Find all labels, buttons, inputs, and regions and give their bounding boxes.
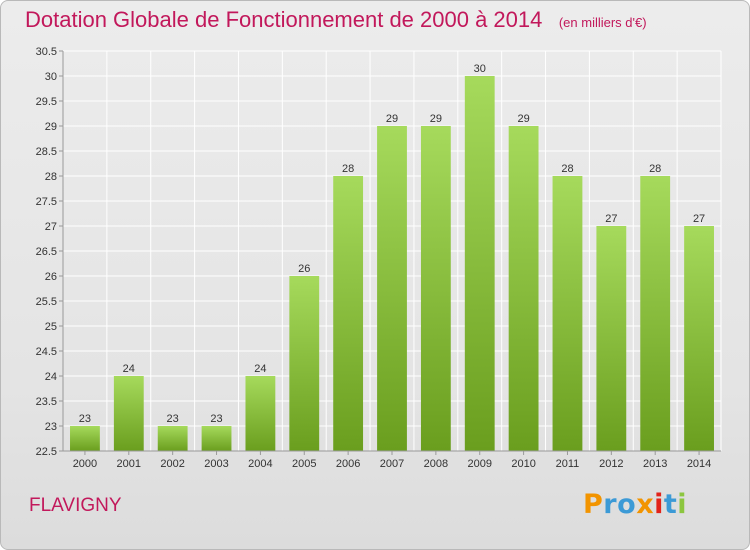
data-label: 28 xyxy=(649,163,661,175)
bar xyxy=(684,226,714,451)
x-tick-label: 2007 xyxy=(380,458,404,470)
data-label: 23 xyxy=(167,413,179,425)
x-tick-label: 2006 xyxy=(336,458,360,470)
y-tick-label: 29.5 xyxy=(36,96,57,108)
y-tick-label: 24 xyxy=(45,371,57,383)
data-label: 23 xyxy=(210,413,222,425)
chart-subtitle: (en milliers d'€) xyxy=(558,15,647,30)
bar xyxy=(201,426,232,451)
logo-letter: t xyxy=(663,489,678,520)
data-label: 29 xyxy=(386,113,398,125)
bar xyxy=(289,276,320,451)
y-tick-label: 30.5 xyxy=(36,46,57,58)
data-label: 24 xyxy=(254,363,266,375)
x-tick-label: 2012 xyxy=(599,458,623,470)
data-label: 30 xyxy=(474,63,486,75)
bar xyxy=(464,76,495,451)
bar xyxy=(596,226,627,451)
logo-letter: x xyxy=(636,489,655,520)
data-label: 27 xyxy=(693,213,705,225)
x-tick-label: 2001 xyxy=(117,458,141,470)
chart-title: Dotation Globale de Fonctionnement de 20… xyxy=(25,7,543,32)
y-tick-label: 26.5 xyxy=(36,246,57,258)
x-tick-label: 2014 xyxy=(687,458,711,470)
y-tick-label: 30 xyxy=(45,71,57,83)
data-label: 27 xyxy=(605,213,617,225)
x-tick-label: 2008 xyxy=(424,458,448,470)
x-tick-label: 2005 xyxy=(292,458,316,470)
y-tick-label: 23.5 xyxy=(36,396,57,408)
bar xyxy=(508,126,539,451)
x-tick-label: 2004 xyxy=(248,458,272,470)
x-tick-label: 2002 xyxy=(160,458,184,470)
bar xyxy=(640,176,671,451)
bar xyxy=(157,426,188,451)
commune-name: FLAVIGNY xyxy=(29,495,122,516)
logo-letter: i xyxy=(677,489,688,520)
proxiti-logo[interactable]: Proxiti xyxy=(583,489,687,520)
bar xyxy=(552,176,583,451)
x-tick-label: 2000 xyxy=(73,458,97,470)
y-tick-label: 28.5 xyxy=(36,146,57,158)
x-tick-label: 2010 xyxy=(511,458,535,470)
bar xyxy=(245,376,276,451)
title-row: Dotation Globale de Fonctionnement de 20… xyxy=(25,7,647,33)
y-tick-label: 23 xyxy=(45,421,57,433)
y-tick-label: 25 xyxy=(45,321,57,333)
axes: 22.5 23 23.5 24 24.5 25 25.5 26 26.5 27 27.5 28 28.5… xyxy=(36,46,721,470)
bar xyxy=(420,126,451,451)
data-labels: 23 24 23 23 24 26 28 29 29 30 29 28 27 28 27 xyxy=(79,63,705,425)
y-tick-label: 27 xyxy=(45,221,57,233)
y-tick-label: 25.5 xyxy=(36,296,57,308)
data-label: 29 xyxy=(430,113,442,125)
logo-letter: P xyxy=(583,489,604,520)
data-label: 24 xyxy=(123,363,135,375)
logo-letter: o xyxy=(617,489,637,520)
data-label: 23 xyxy=(79,413,91,425)
x-tick-label: 2013 xyxy=(643,458,667,470)
bars xyxy=(70,76,714,451)
y-tick-label: 24.5 xyxy=(36,346,57,358)
data-label: 28 xyxy=(561,163,573,175)
bar xyxy=(113,376,144,451)
logo-letter: i xyxy=(654,489,664,520)
data-label: 28 xyxy=(342,163,354,175)
data-label: 29 xyxy=(517,113,529,125)
x-tick-label: 2009 xyxy=(467,458,491,470)
y-tick-label: 26 xyxy=(45,271,57,283)
x-tick-label: 2003 xyxy=(204,458,228,470)
bar xyxy=(333,176,364,451)
x-tick-label: 2011 xyxy=(556,458,580,470)
logo-letter: r xyxy=(603,489,618,520)
data-label: 26 xyxy=(298,263,310,275)
y-tick-label: 29 xyxy=(45,121,57,133)
y-tick-label: 27.5 xyxy=(36,196,57,208)
bar xyxy=(377,126,407,451)
y-tick-label: 28 xyxy=(45,171,57,183)
bar xyxy=(70,426,100,451)
y-tick-label: 22.5 xyxy=(36,446,57,458)
